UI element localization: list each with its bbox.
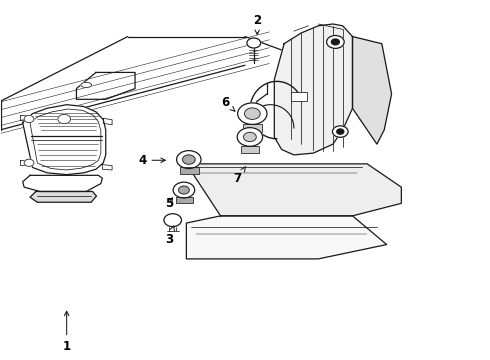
Circle shape <box>327 36 344 48</box>
Polygon shape <box>186 164 401 216</box>
FancyBboxPatch shape <box>243 124 262 132</box>
Polygon shape <box>274 24 352 155</box>
FancyBboxPatch shape <box>241 145 259 153</box>
Text: 1: 1 <box>63 311 71 353</box>
Circle shape <box>58 114 71 124</box>
Circle shape <box>337 129 344 134</box>
Circle shape <box>164 214 181 226</box>
FancyBboxPatch shape <box>292 92 307 101</box>
Circle shape <box>244 132 256 141</box>
FancyBboxPatch shape <box>176 197 193 203</box>
Circle shape <box>238 103 267 125</box>
Polygon shape <box>186 216 387 259</box>
Text: 5: 5 <box>165 197 173 210</box>
Circle shape <box>247 38 261 48</box>
Circle shape <box>182 155 195 164</box>
Ellipse shape <box>81 82 92 87</box>
Circle shape <box>237 128 263 146</box>
Polygon shape <box>352 37 392 144</box>
Circle shape <box>176 150 201 168</box>
Circle shape <box>331 39 340 45</box>
Polygon shape <box>30 192 97 202</box>
FancyBboxPatch shape <box>180 167 198 174</box>
Text: 7: 7 <box>234 167 245 185</box>
Text: 3: 3 <box>165 226 174 246</box>
Circle shape <box>245 108 260 120</box>
Polygon shape <box>23 175 102 192</box>
Circle shape <box>332 126 348 137</box>
Text: 2: 2 <box>253 14 261 35</box>
Polygon shape <box>23 105 106 175</box>
Circle shape <box>178 186 189 194</box>
Circle shape <box>24 116 34 123</box>
Text: 6: 6 <box>221 96 235 111</box>
Circle shape <box>24 159 34 166</box>
Text: 4: 4 <box>138 154 165 167</box>
Circle shape <box>173 182 195 198</box>
